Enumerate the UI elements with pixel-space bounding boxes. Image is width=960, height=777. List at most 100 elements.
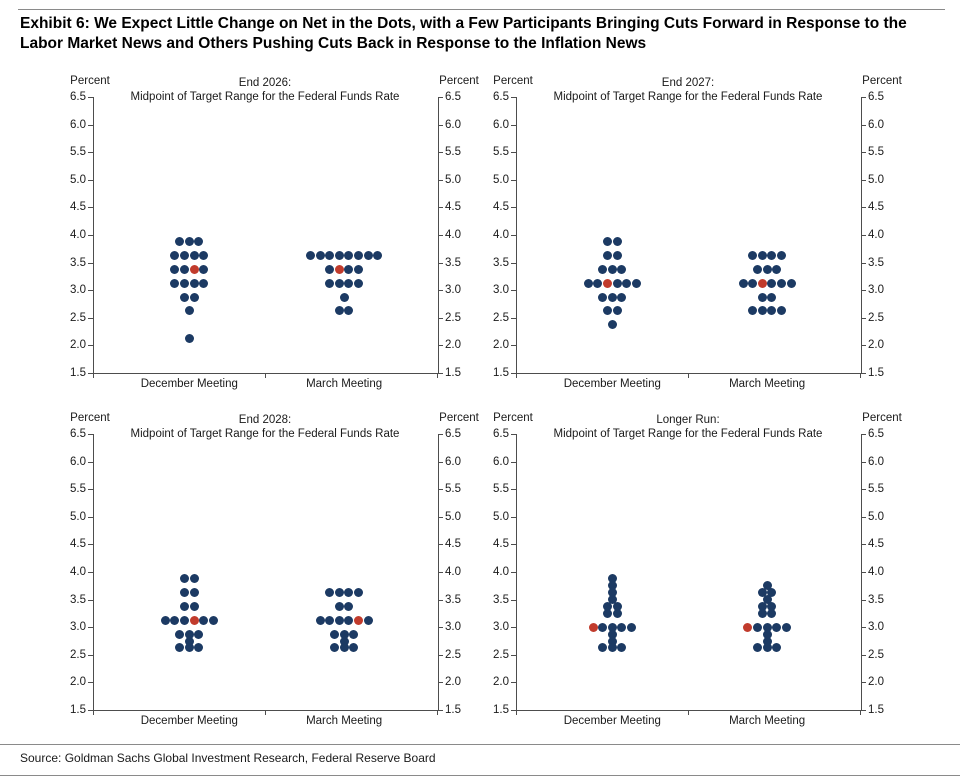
dot (170, 278, 180, 288)
median-dot (603, 278, 613, 288)
dot (170, 251, 180, 261)
y-tick-label-right: 1.5 (868, 704, 884, 716)
median-dot (189, 615, 199, 625)
y-tick-mark-left (88, 572, 93, 573)
y-tick-label-left: 3.0 (493, 284, 509, 297)
y-tick-label-left: 3.5 (493, 256, 509, 269)
axis-unit-label-left: Percent (70, 75, 110, 87)
footer-rule-bottom (0, 775, 960, 776)
y-tick-label-right: 3.5 (868, 593, 884, 606)
y-tick-mark-left (88, 489, 93, 491)
y-tick-mark-right (861, 599, 866, 601)
y-tick-mark-left (88, 124, 93, 126)
dot (184, 643, 194, 653)
y-tick-mark-left (511, 124, 516, 126)
y-tick-label-right: 6.5 (868, 91, 884, 103)
y-tick-mark-right (861, 373, 866, 374)
y-tick-mark-left (511, 290, 516, 292)
dot (598, 265, 608, 274)
dot (598, 643, 608, 653)
y-tick-label-right: 1.5 (868, 367, 884, 379)
y-tick-label-left: 6.0 (70, 455, 86, 468)
y-tick-label-right: 5.5 (868, 146, 884, 159)
y-tick-label-left: 6.5 (70, 91, 86, 103)
y-tick-label-left: 5.5 (493, 146, 509, 159)
dot (612, 306, 622, 316)
x-tick-mark (516, 710, 517, 715)
y-tick-mark-right (861, 179, 866, 181)
dot (767, 278, 777, 288)
y-tick-label-right: 3.5 (868, 256, 884, 269)
y-tick-label-left: 1.5 (70, 704, 86, 716)
dot (349, 643, 359, 653)
y-tick-mark-left (88, 434, 93, 435)
dot (339, 643, 349, 653)
meeting-label: December Meeting (563, 378, 661, 390)
y-tick-mark-left (88, 373, 93, 374)
panel-end-2027: Percent Percent End 2027: Midpoint of Targe… (483, 73, 928, 407)
meeting-label: December Meeting (140, 378, 238, 390)
dot (344, 251, 354, 261)
dot (208, 615, 218, 625)
dot (325, 588, 335, 598)
y-tick-mark-left (511, 317, 516, 319)
y-tick-label-right: 2.0 (445, 676, 461, 689)
dot (583, 278, 593, 288)
y-tick-mark-left (88, 290, 93, 292)
y-tick-mark-left (88, 97, 93, 98)
y-tick-label-left: 1.5 (70, 367, 86, 379)
y-tick-label-left: 6.5 (493, 428, 509, 440)
y-tick-mark-left (511, 152, 516, 154)
dot (339, 629, 349, 639)
y-tick-label-right: 4.5 (868, 201, 884, 214)
y-tick-mark-right (438, 434, 443, 435)
dot (354, 588, 364, 598)
meeting-label: March Meeting (729, 378, 806, 390)
y-tick-label-left: 3.5 (70, 593, 86, 606)
y-tick-label-left: 2.5 (493, 311, 509, 324)
y-tick-label-left: 4.5 (70, 201, 86, 214)
y-tick-label-left: 4.5 (493, 201, 509, 214)
dot (748, 251, 758, 261)
y-tick-label-right: 6.0 (868, 118, 884, 131)
y-tick-label-right: 1.5 (445, 367, 461, 379)
dot (762, 636, 772, 646)
dot (762, 629, 772, 639)
dot (603, 608, 613, 618)
dot (757, 602, 767, 611)
y-tick-mark-left (511, 682, 516, 684)
x-tick-mark (437, 710, 438, 715)
y-tick-label-left: 6.0 (493, 455, 509, 468)
y-tick-label-right: 4.5 (445, 201, 461, 214)
y-tick-mark-right (861, 710, 866, 711)
dot (180, 292, 190, 302)
y-tick-mark-left (511, 572, 516, 573)
x-tick-mark (516, 373, 517, 378)
y-tick-label-left: 3.0 (70, 621, 86, 634)
exhibit-title-line2: Labor Market News and Others Pushing Cut… (20, 35, 647, 53)
dot (325, 615, 335, 625)
y-tick-label-right: 5.0 (868, 173, 884, 186)
dot (767, 608, 777, 618)
y-tick-mark-right (861, 152, 866, 154)
dot (757, 588, 767, 598)
dot (617, 643, 627, 653)
dot (748, 306, 758, 316)
y-tick-mark-left (511, 97, 516, 98)
y-tick-label-right: 6.0 (445, 455, 461, 468)
dot (344, 602, 354, 611)
y-tick-mark-left (88, 710, 93, 711)
y-tick-mark-right (438, 97, 443, 98)
y-tick-mark-left (88, 262, 93, 264)
dot (593, 278, 603, 288)
dot (617, 622, 627, 632)
dot (334, 588, 344, 598)
dot (762, 622, 772, 632)
y-tick-mark-left (511, 345, 516, 347)
y-tick-label-right: 6.0 (445, 118, 461, 131)
y-tick-mark-left (511, 654, 516, 656)
dot (612, 237, 622, 247)
plot-area (93, 97, 439, 374)
y-tick-label-left: 5.0 (493, 510, 509, 523)
dot (767, 588, 777, 598)
